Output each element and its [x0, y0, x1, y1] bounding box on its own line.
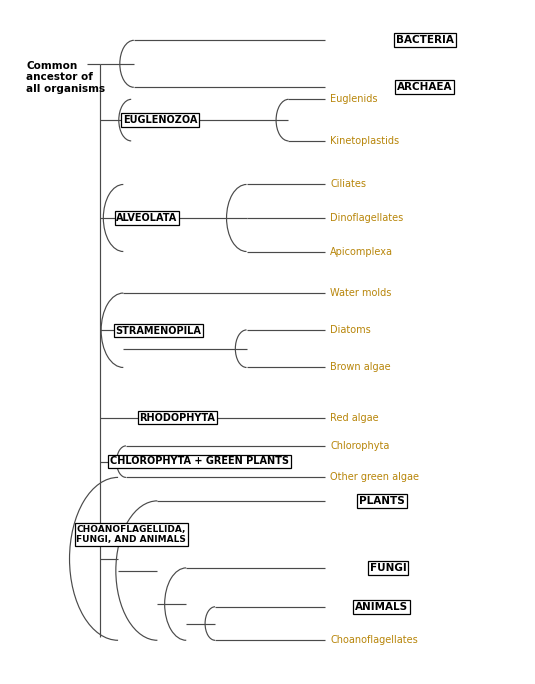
Text: EUGLENOZOA: EUGLENOZOA — [123, 115, 197, 125]
Text: BACTERIA: BACTERIA — [396, 36, 454, 45]
Text: Common
ancestor of
all organisms: Common ancestor of all organisms — [26, 61, 105, 94]
Text: Choanoflagellates: Choanoflagellates — [331, 635, 418, 645]
Text: RHODOPHYTA: RHODOPHYTA — [140, 412, 215, 423]
Text: Other green algae: Other green algae — [331, 473, 419, 482]
Text: Euglenids: Euglenids — [331, 94, 378, 105]
Text: Ciliates: Ciliates — [331, 179, 366, 189]
Text: Apicomplexa: Apicomplexa — [331, 246, 393, 256]
Text: ARCHAEA: ARCHAEA — [397, 82, 453, 92]
Text: STRAMENOPILA: STRAMENOPILA — [116, 326, 201, 336]
Text: ALVEOLATA: ALVEOLATA — [116, 213, 178, 223]
Text: PLANTS: PLANTS — [359, 496, 404, 506]
Text: Red algae: Red algae — [331, 412, 379, 423]
Text: FUNGI: FUNGI — [370, 563, 407, 573]
Text: Dinoflagellates: Dinoflagellates — [331, 213, 404, 223]
Text: Kinetoplastids: Kinetoplastids — [331, 136, 400, 146]
Text: Chlorophyta: Chlorophyta — [331, 441, 390, 451]
Text: CHLOROPHYTA + GREEN PLANTS: CHLOROPHYTA + GREEN PLANTS — [110, 456, 289, 466]
Text: CHOANOFLAGELLIDA,
FUNGI, AND ANIMALS: CHOANOFLAGELLIDA, FUNGI, AND ANIMALS — [77, 525, 186, 544]
Text: Diatoms: Diatoms — [331, 325, 371, 335]
Text: Water molds: Water molds — [331, 288, 392, 298]
Text: Brown algae: Brown algae — [331, 363, 391, 373]
Text: ANIMALS: ANIMALS — [355, 602, 408, 611]
